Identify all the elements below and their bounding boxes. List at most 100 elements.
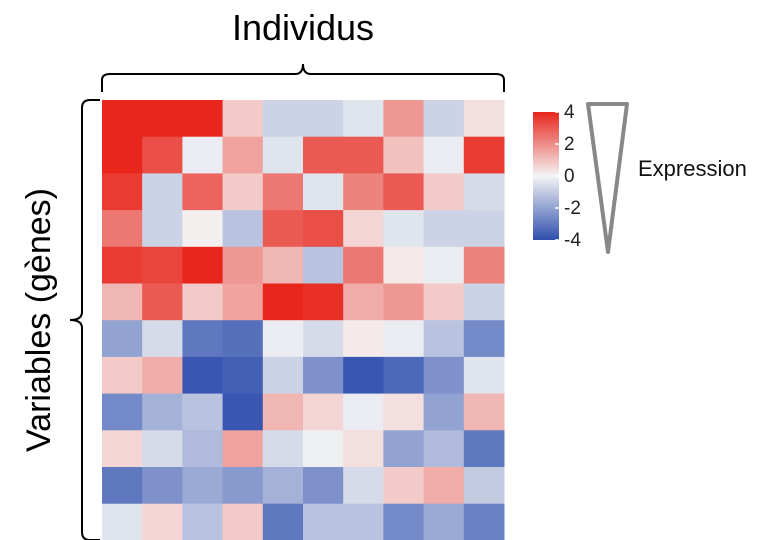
heatmap-cell [343,210,384,248]
heatmap-cell [303,393,344,431]
heatmap-cell [383,430,425,468]
column-brace [101,63,505,92]
heatmap-cell [423,136,465,174]
heatmap-cell [142,210,183,248]
heatmap-cell [262,393,304,431]
heatmap-cell [423,246,465,284]
heatmap-cell [423,430,465,468]
color-scale-tick-label: -4 [564,230,581,251]
heatmap-cell [383,503,425,540]
heatmap-cell [303,210,344,248]
heatmap-cell [383,100,425,138]
heatmap-cell [102,283,143,321]
heatmap-cell [303,136,344,174]
heatmap-cell [383,393,425,431]
heatmap-cell [142,320,183,358]
heatmap-cell [182,320,224,358]
heatmap-cell [222,430,264,468]
heatmap-cell [383,173,425,211]
heatmap-cell [222,246,264,284]
heatmap-cell [262,503,304,540]
heatmap-cell [383,320,425,358]
heatmap-cell [262,210,304,248]
heatmap-cell [102,467,143,505]
heatmap-cell [463,136,505,174]
heatmap-cell [182,503,224,540]
heatmap-cell [142,393,183,431]
heatmap-cell [383,283,425,321]
heatmap-cell [222,503,264,540]
heatmap-cell [383,210,425,248]
heatmap-cell [142,356,183,395]
heatmap-cell [182,100,224,138]
heatmap-cell [463,320,505,358]
heatmap-cell [343,173,384,211]
heatmap-cell [423,210,465,248]
heatmap-cell [102,393,143,431]
heatmap-cell [262,246,304,284]
heatmap-cell [182,210,224,248]
heatmap-cell [383,467,425,505]
heatmap-cell [222,320,264,358]
heatmap-cell [142,430,183,468]
heatmap-cell [303,320,344,358]
heatmap-cell [262,320,304,358]
row-brace [69,99,100,540]
heatmap-cell [262,430,304,468]
heatmap-cell [383,246,425,284]
heatmap-cell [182,246,224,284]
heatmap-cell [463,356,505,395]
heatmap-cell [262,467,304,505]
color-scale-tick-label: 2 [564,134,575,155]
heatmap-cell [102,210,143,248]
heatmap-cell [463,283,505,321]
heatmap-cell [102,503,143,540]
heatmap-cell [102,320,143,358]
heatmap-cell [222,393,264,431]
heatmap-cell [463,503,505,540]
heatmap-cells [102,100,505,540]
heatmap-cell [102,136,143,174]
heatmap-cell [142,283,183,321]
heatmap-cell [262,100,304,138]
heatmap-cell [182,467,224,505]
heatmap-cell [262,136,304,174]
heatmap-cell [423,503,465,540]
heatmap-cell [343,356,384,395]
heatmap-cell [423,320,465,358]
heatmap-cell [102,356,143,395]
heatmap-cell [463,100,505,138]
heatmap-cell [142,173,183,211]
heatmap-cell [423,173,465,211]
heatmap-cell [303,430,344,468]
heatmap-cell [222,210,264,248]
heatmap-title: Individus [232,7,374,48]
heatmap-cell [182,136,224,174]
heatmap-cell [343,430,384,468]
heatmap-cell [182,173,224,211]
heatmap-cell [303,246,344,284]
heatmap-cell [303,100,344,138]
heatmap-cell [222,136,264,174]
heatmap-cell [463,210,505,248]
heatmap-cell [423,467,465,505]
heatmap-cell [142,136,183,174]
heatmap-cell [262,173,304,211]
heatmap-cell [102,430,143,468]
heatmap-cell [383,356,425,395]
heatmap-cell [303,503,344,540]
heatmap-cell [222,467,264,505]
heatmap-cell [182,356,224,395]
heatmap-cell [222,173,264,211]
heatmap-cell [463,393,505,431]
heatmap-cell [142,246,183,284]
heatmap-cell [222,283,264,321]
heatmap-cell [142,467,183,505]
heatmap-cell [182,430,224,468]
heatmap-cell [182,393,224,431]
heatmap-cell [343,246,384,284]
heatmap-cell [222,100,264,138]
heatmap-cell [383,136,425,174]
heatmap-cell [423,100,465,138]
